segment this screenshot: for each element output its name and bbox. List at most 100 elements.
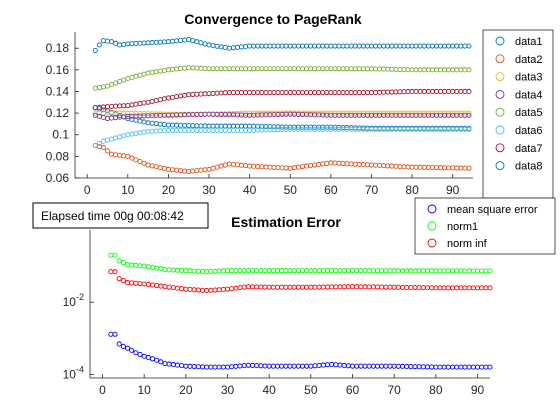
x-tick-label: 60	[324, 183, 338, 197]
data-point	[158, 359, 164, 365]
data-point	[112, 252, 118, 258]
legend-entry: data8	[495, 161, 543, 173]
legend-label: mean square error	[447, 204, 538, 216]
data-point	[120, 260, 126, 266]
estimation-error-chart: Estimation Error 0 10 20 30 40 50 60 70 80 90 10-4…	[63, 197, 556, 397]
legend-marker	[495, 36, 505, 46]
series-data6	[92, 126, 472, 149]
legend-entry: data1	[495, 36, 543, 48]
data-points	[92, 37, 472, 175]
x-tick-label: 60	[346, 383, 360, 397]
data-point	[133, 350, 139, 356]
data-point	[116, 341, 122, 347]
legend-marker	[495, 107, 505, 117]
x-tick-label: 30	[202, 183, 216, 197]
x-tick-label: 30	[221, 383, 235, 397]
x-tick-label: 80	[429, 383, 443, 397]
x-tick-label: 0	[84, 183, 91, 197]
data-point	[96, 140, 102, 146]
legend-entry: data3	[495, 72, 543, 84]
data-point	[92, 47, 98, 53]
x-tick-label: 50	[284, 183, 298, 197]
x-tick-label: 90	[446, 183, 460, 197]
legend-label: data2	[515, 54, 543, 66]
y-tick-label: 0.08	[46, 149, 70, 163]
data-point	[116, 276, 122, 282]
data-point	[466, 126, 472, 132]
data-point	[116, 258, 122, 264]
data-point	[96, 42, 102, 48]
elapsed-time-box: Elapsed time 00g 00:08:42	[32, 202, 209, 229]
legend-entry: data5	[495, 107, 543, 119]
elapsed-time-frame	[32, 202, 209, 229]
legend-marker	[495, 89, 505, 99]
legend: data1 data2 data3 data4 data5 data6 data7 data8	[482, 29, 554, 199]
series-norm-inf	[108, 269, 493, 294]
chart-title: Estimation Error	[231, 214, 341, 230]
legend-marker	[495, 161, 505, 171]
legend-entry: data2	[495, 54, 543, 66]
legend-label: data1	[515, 36, 543, 48]
legend-marker	[495, 125, 505, 135]
legend-label: data5	[515, 107, 543, 119]
x-tick-label: 10	[137, 383, 151, 397]
data-point	[125, 153, 131, 159]
elapsed-time-label: Elapsed time 00g 00:08:42	[41, 209, 184, 223]
data-point	[466, 112, 472, 118]
legend-entry: data6	[495, 125, 543, 137]
x-tick-label: 10	[121, 183, 135, 197]
data-point	[129, 347, 135, 353]
legend-label: norm1	[447, 221, 478, 233]
convergence-chart: Convergence to PageRank 0 10 20 30 40 50 60 70 8…	[46, 11, 554, 199]
y-tick-label: 0.06	[46, 171, 70, 185]
series-data7	[92, 88, 472, 111]
x-tick-label: 70	[387, 383, 401, 397]
legend-marker	[495, 54, 505, 64]
data-points	[108, 252, 493, 370]
legend-label: data8	[515, 161, 543, 173]
series-mean-square-error	[108, 331, 493, 370]
data-point	[487, 364, 493, 370]
series-data2	[92, 143, 472, 175]
series-norm1	[108, 252, 493, 275]
legend: mean square error norm1 norm inf	[414, 197, 556, 255]
y-tick-label: 10-4	[63, 364, 84, 381]
chart-title: Convergence to PageRank	[184, 11, 362, 27]
data-point	[104, 148, 111, 154]
x-tick-label: 0	[99, 383, 106, 397]
series-data5	[92, 65, 472, 91]
x-tick-label: 20	[179, 383, 193, 397]
y-tick-label: 10-2	[63, 292, 84, 309]
legend-marker	[427, 221, 437, 231]
x-tick-label: 20	[162, 183, 176, 197]
axes: 0 10 20 30 40 50 60 70 80 90 10-4 10-2	[63, 230, 490, 397]
legend-label: data6	[515, 125, 543, 137]
data-point	[120, 343, 126, 349]
legend-marker	[427, 238, 437, 248]
data-point	[137, 159, 143, 165]
data-point	[92, 143, 98, 149]
y-tick-label: 0.16	[46, 63, 70, 77]
data-point	[129, 155, 135, 161]
axes: 0 10 20 30 40 50 60 70 80 90 0.06 0.08 0.1 0.12 0.14 0.…	[46, 32, 473, 197]
data-point	[120, 277, 126, 284]
legend-marker	[495, 143, 505, 153]
legend-label: data3	[515, 72, 543, 84]
y-tick-label: 0.12	[46, 106, 70, 120]
data-point	[487, 268, 493, 274]
legend-label: data4	[515, 89, 543, 101]
x-tick-label: 50	[304, 383, 318, 397]
legend-entry: data7	[495, 143, 543, 155]
series-data4	[92, 111, 472, 122]
legend-marker	[427, 204, 437, 214]
data-point	[124, 345, 131, 351]
legend-frame	[482, 29, 554, 199]
data-point	[487, 285, 493, 291]
data-point	[141, 160, 147, 166]
legend-label: data7	[515, 143, 543, 155]
x-tick-label: 70	[365, 183, 379, 197]
data-point	[466, 67, 472, 73]
data-point	[112, 269, 118, 275]
legend-label: norm inf	[447, 238, 488, 250]
